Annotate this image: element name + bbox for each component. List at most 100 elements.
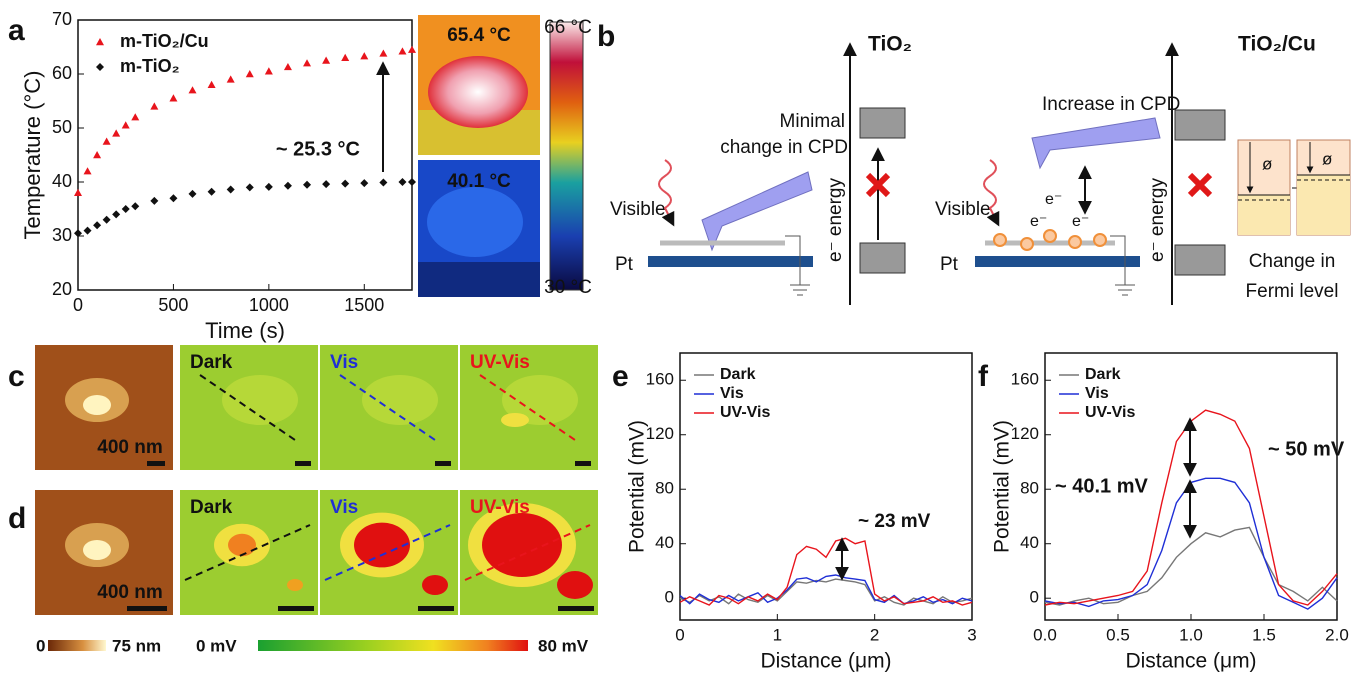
data-point bbox=[208, 81, 216, 88]
panel-label: d bbox=[8, 502, 26, 535]
annotation: ~ 23 mV bbox=[858, 511, 931, 532]
y-tick-label: 40 bbox=[52, 171, 72, 191]
colorbar-label: 80 mV bbox=[538, 636, 589, 655]
electron: e⁻ bbox=[1072, 213, 1089, 230]
pt-electrode bbox=[648, 256, 813, 267]
fermi-fill bbox=[1238, 195, 1290, 235]
data-point bbox=[246, 70, 254, 77]
y-tick-label: 160 bbox=[646, 370, 674, 389]
data-point bbox=[93, 151, 101, 158]
colorbar-label: 75 nm bbox=[112, 636, 161, 655]
scale-bar bbox=[558, 606, 594, 611]
y-tick-label: 80 bbox=[1020, 479, 1039, 498]
data-point bbox=[379, 179, 387, 187]
data-point bbox=[112, 210, 120, 218]
kpfm-colorbars: 0 75 nm 0 mV 80 mV bbox=[36, 636, 589, 655]
data-point bbox=[360, 179, 368, 187]
annotation: ~ 25.3 °C bbox=[276, 138, 360, 160]
x-tick-label: 0 bbox=[73, 295, 83, 315]
data-point bbox=[169, 94, 177, 101]
data-point bbox=[150, 197, 158, 205]
work-function: ø bbox=[1262, 154, 1272, 173]
colorbar-label: 0 bbox=[36, 636, 45, 655]
electrode-label: Pt bbox=[940, 254, 959, 275]
data-point bbox=[103, 138, 111, 145]
legend-label: m-TiO₂ bbox=[120, 56, 180, 76]
data-point bbox=[84, 227, 92, 235]
legend-label: m-TiO₂/Cu bbox=[120, 31, 209, 51]
data-point bbox=[265, 183, 273, 191]
y-axis-label: Potential (mV) bbox=[626, 420, 649, 553]
topography-feature bbox=[83, 540, 111, 560]
x-tick-label: 2 bbox=[870, 625, 879, 644]
diagram-title: TiO₂/Cu bbox=[1238, 33, 1316, 56]
data-point bbox=[408, 178, 416, 186]
thermal-edge bbox=[418, 262, 540, 297]
condition-label: Vis bbox=[330, 352, 358, 373]
data-point bbox=[93, 221, 101, 229]
legend-label: Dark bbox=[1085, 366, 1121, 383]
potential-feature bbox=[287, 579, 303, 591]
data-point bbox=[227, 75, 235, 82]
x-tick-label: 1 bbox=[773, 625, 782, 644]
band bbox=[1175, 245, 1225, 275]
potential-feature bbox=[482, 513, 562, 577]
light-label: Visible bbox=[935, 199, 991, 220]
data-point bbox=[131, 202, 139, 210]
x-tick-label: 2.0 bbox=[1325, 625, 1349, 644]
data-line bbox=[680, 538, 972, 605]
data-point bbox=[122, 205, 130, 213]
potential-feature bbox=[222, 375, 298, 425]
data-point bbox=[408, 46, 416, 53]
data-point bbox=[284, 63, 292, 70]
data-point bbox=[341, 54, 349, 61]
data-point bbox=[150, 102, 158, 109]
data-point bbox=[341, 180, 349, 188]
scale-bar bbox=[418, 606, 454, 611]
pt-electrode bbox=[975, 256, 1140, 267]
annotation: ~ 50 mV bbox=[1268, 438, 1345, 460]
panel-label: a bbox=[8, 14, 25, 47]
note: Minimal bbox=[780, 111, 845, 132]
topography-feature bbox=[83, 395, 111, 415]
x-tick-label: 3 bbox=[967, 625, 976, 644]
electron: e⁻ bbox=[1045, 191, 1062, 208]
data-point bbox=[303, 181, 311, 189]
potential-feature bbox=[362, 375, 438, 425]
cold-spot bbox=[427, 187, 523, 257]
legend-label: Vis bbox=[720, 385, 744, 402]
thermal-colorbar bbox=[550, 22, 583, 290]
band bbox=[860, 243, 905, 273]
y-tick-label: 120 bbox=[1011, 424, 1039, 443]
data-point bbox=[322, 57, 330, 64]
data-point bbox=[246, 183, 254, 191]
diagram-title: TiO₂ bbox=[868, 33, 912, 56]
electrode-label: Pt bbox=[615, 254, 634, 275]
x-axis-label: Distance (μm) bbox=[760, 650, 891, 673]
data-point bbox=[227, 186, 235, 194]
blocked-mark bbox=[1190, 175, 1210, 195]
colorbar-label: 66 °C bbox=[544, 17, 592, 38]
y-tick-label: 40 bbox=[1020, 533, 1039, 552]
legend-label: UV-Vis bbox=[1085, 404, 1136, 421]
x-axis-label: Distance (μm) bbox=[1125, 650, 1256, 673]
y-axis-label: Temperature (°C) bbox=[20, 71, 45, 240]
panel-label: c bbox=[8, 360, 25, 393]
legend-marker bbox=[96, 63, 104, 71]
band bbox=[860, 108, 905, 138]
y-tick-label: 70 bbox=[52, 9, 72, 29]
data-line bbox=[680, 579, 972, 605]
height-colorbar bbox=[48, 640, 106, 651]
legend-label: Vis bbox=[1085, 385, 1109, 402]
fermi-fill bbox=[1297, 175, 1350, 235]
scale-bar bbox=[147, 461, 165, 466]
thermal-label: 40.1 °C bbox=[447, 171, 511, 192]
x-tick-label: 0 bbox=[675, 625, 684, 644]
potential-feature bbox=[557, 571, 593, 599]
afm-tip bbox=[702, 172, 812, 250]
data-point bbox=[379, 49, 387, 56]
data-point bbox=[84, 167, 92, 174]
hot-spot bbox=[428, 56, 528, 128]
y-axis-label: Potential (mV) bbox=[991, 420, 1014, 553]
x-tick-label: 0.5 bbox=[1106, 625, 1130, 644]
